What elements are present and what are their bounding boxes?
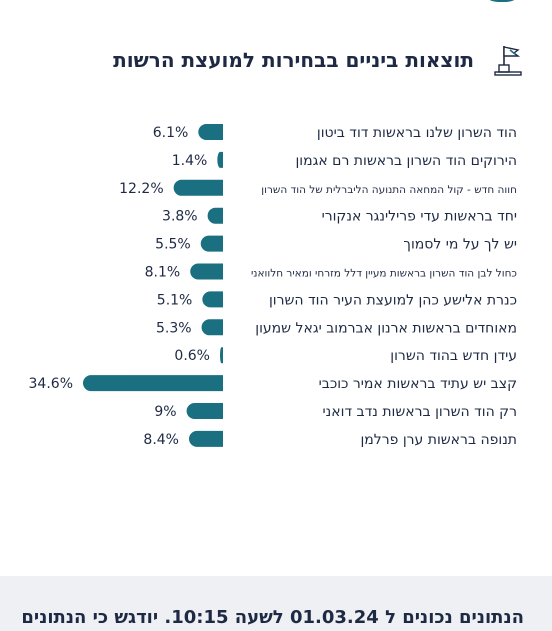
bar-value-label: 5.3% [156,320,192,336]
bar-value-label: 3.8% [162,209,198,225]
bar-value-label: 8.1% [145,265,181,281]
bar [220,347,223,364]
bar [201,319,223,336]
footer-note: הנתונים נכונים ל 01.03.24 לשעה 10:15. יו… [21,607,524,628]
bar-value-label: 34.6% [29,376,73,392]
bar [198,124,223,140]
bar-value-label: 6.1% [153,125,189,141]
category-label: עידן חדש בהוד השרון [390,348,517,364]
bar-value-label: 8.4% [143,432,179,448]
category-label: יש לך על מי לסמוך [403,237,517,253]
category-label: הירוקים הוד השרון בראשות רם אגמון [295,153,517,169]
bar [83,375,223,392]
category-label: מאוחדים בראשות ארנון אברמוב יגאל שמעון [255,320,517,336]
bar [207,207,223,224]
bar-value-label: 1.4% [172,153,208,169]
bar-value-label: 12.2% [119,181,163,197]
category-label: חווה חדש - קול המחאה התנועה הליברלית של … [261,184,517,196]
category-label: רק הוד השרון בראשות נדב דואני [323,404,517,420]
bar [200,235,223,252]
bar [190,263,223,280]
category-label: קצב יש עתיד בראשות אמיר כוכבי [319,376,517,392]
bar-value-label: 0.6% [174,348,210,364]
bar [173,179,223,196]
bar-value-label: 5.5% [155,237,191,253]
bar [186,403,223,419]
flag-podium-icon [494,46,522,76]
chart-header: תוצאות ביניים בבחירות למועצת הרשות [113,40,528,80]
chart-title: תוצאות ביניים בבחירות למועצת הרשות [113,48,474,72]
category-label: כנרת אלישע כהן למועצת העיר הוד השרון [269,292,517,308]
category-label: הוד השרון שלנו בראשות דוד ביטון [317,125,517,141]
bar [217,151,223,168]
footer-note-bar: הנתונים נכונים ל 01.03.24 לשעה 10:15. יו… [0,576,552,631]
bar-value-label: 9% [154,404,176,420]
bar-value-label: 5.1% [157,292,193,308]
bar [189,430,223,447]
category-label: כחול לבן הוד השרון בראשות מעיין דלל מזרח… [251,268,517,280]
category-label: יחד בראשות עדי פרילינגר אנקורי [322,209,517,225]
top-decorative-arc [480,0,524,2]
bar-chart: 6.1% הוד השרון שלנו בראשות דוד ביטון 1.4% ה… [29,124,517,448]
bar [202,291,223,308]
category-label: תנופה בראשות ערן פרלמן [360,432,517,448]
